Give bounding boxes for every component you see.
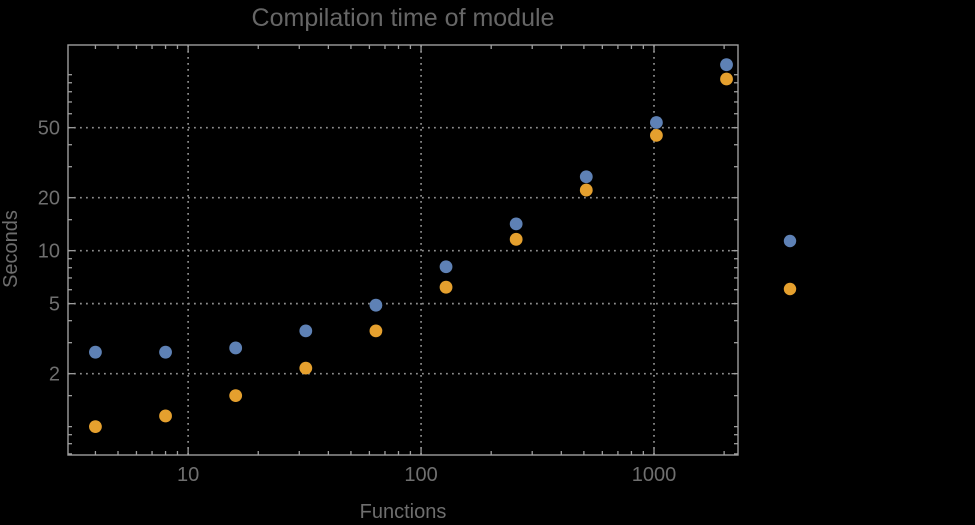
blue-series-point-x64 bbox=[369, 298, 383, 312]
blue-series-point-x128 bbox=[439, 260, 453, 274]
x-tick-label-10: 10 bbox=[177, 464, 199, 486]
y-tick-label-2: 2 bbox=[49, 364, 60, 386]
orange-series-point-x512 bbox=[579, 183, 593, 197]
chart-title: Compilation time of module bbox=[251, 4, 555, 32]
blue-series-point-x4 bbox=[89, 345, 102, 359]
blue-series-point-x8 bbox=[159, 345, 172, 359]
orange-series-point-x16 bbox=[229, 389, 243, 403]
blue-series-point-x256 bbox=[509, 217, 523, 231]
y-tick-label-50: 50 bbox=[38, 118, 60, 140]
plot-frame bbox=[67, 44, 739, 456]
y-tick-label-10: 10 bbox=[38, 241, 60, 263]
orange-series-point-x64 bbox=[369, 324, 383, 338]
legend-marker-orange-series-marker bbox=[783, 282, 797, 296]
y-tick-label-5: 5 bbox=[49, 294, 60, 316]
blue-series-point-x1024 bbox=[650, 116, 663, 129]
orange-series-point-x2048 bbox=[720, 72, 733, 86]
orange-series-point-x1024 bbox=[650, 128, 663, 142]
x-tick-label-100: 100 bbox=[404, 464, 437, 486]
legend-marker-blue-series-marker bbox=[783, 234, 797, 248]
y-axis-label: Seconds bbox=[0, 210, 22, 288]
x-tick-label-1000: 1000 bbox=[632, 464, 677, 486]
blue-series-point-x512 bbox=[579, 170, 593, 184]
orange-series-point-x8 bbox=[159, 409, 172, 423]
blue-series-point-x16 bbox=[229, 341, 243, 355]
orange-series-point-x128 bbox=[439, 280, 453, 294]
orange-series-point-x256 bbox=[509, 232, 523, 246]
blue-series-point-x32 bbox=[299, 324, 313, 338]
blue-series-point-x2048 bbox=[720, 58, 733, 72]
orange-series-point-x32 bbox=[299, 361, 313, 375]
x-axis-label: Functions bbox=[359, 501, 447, 523]
orange-series-point-x4 bbox=[89, 420, 102, 434]
y-tick-label-20: 20 bbox=[38, 188, 60, 210]
